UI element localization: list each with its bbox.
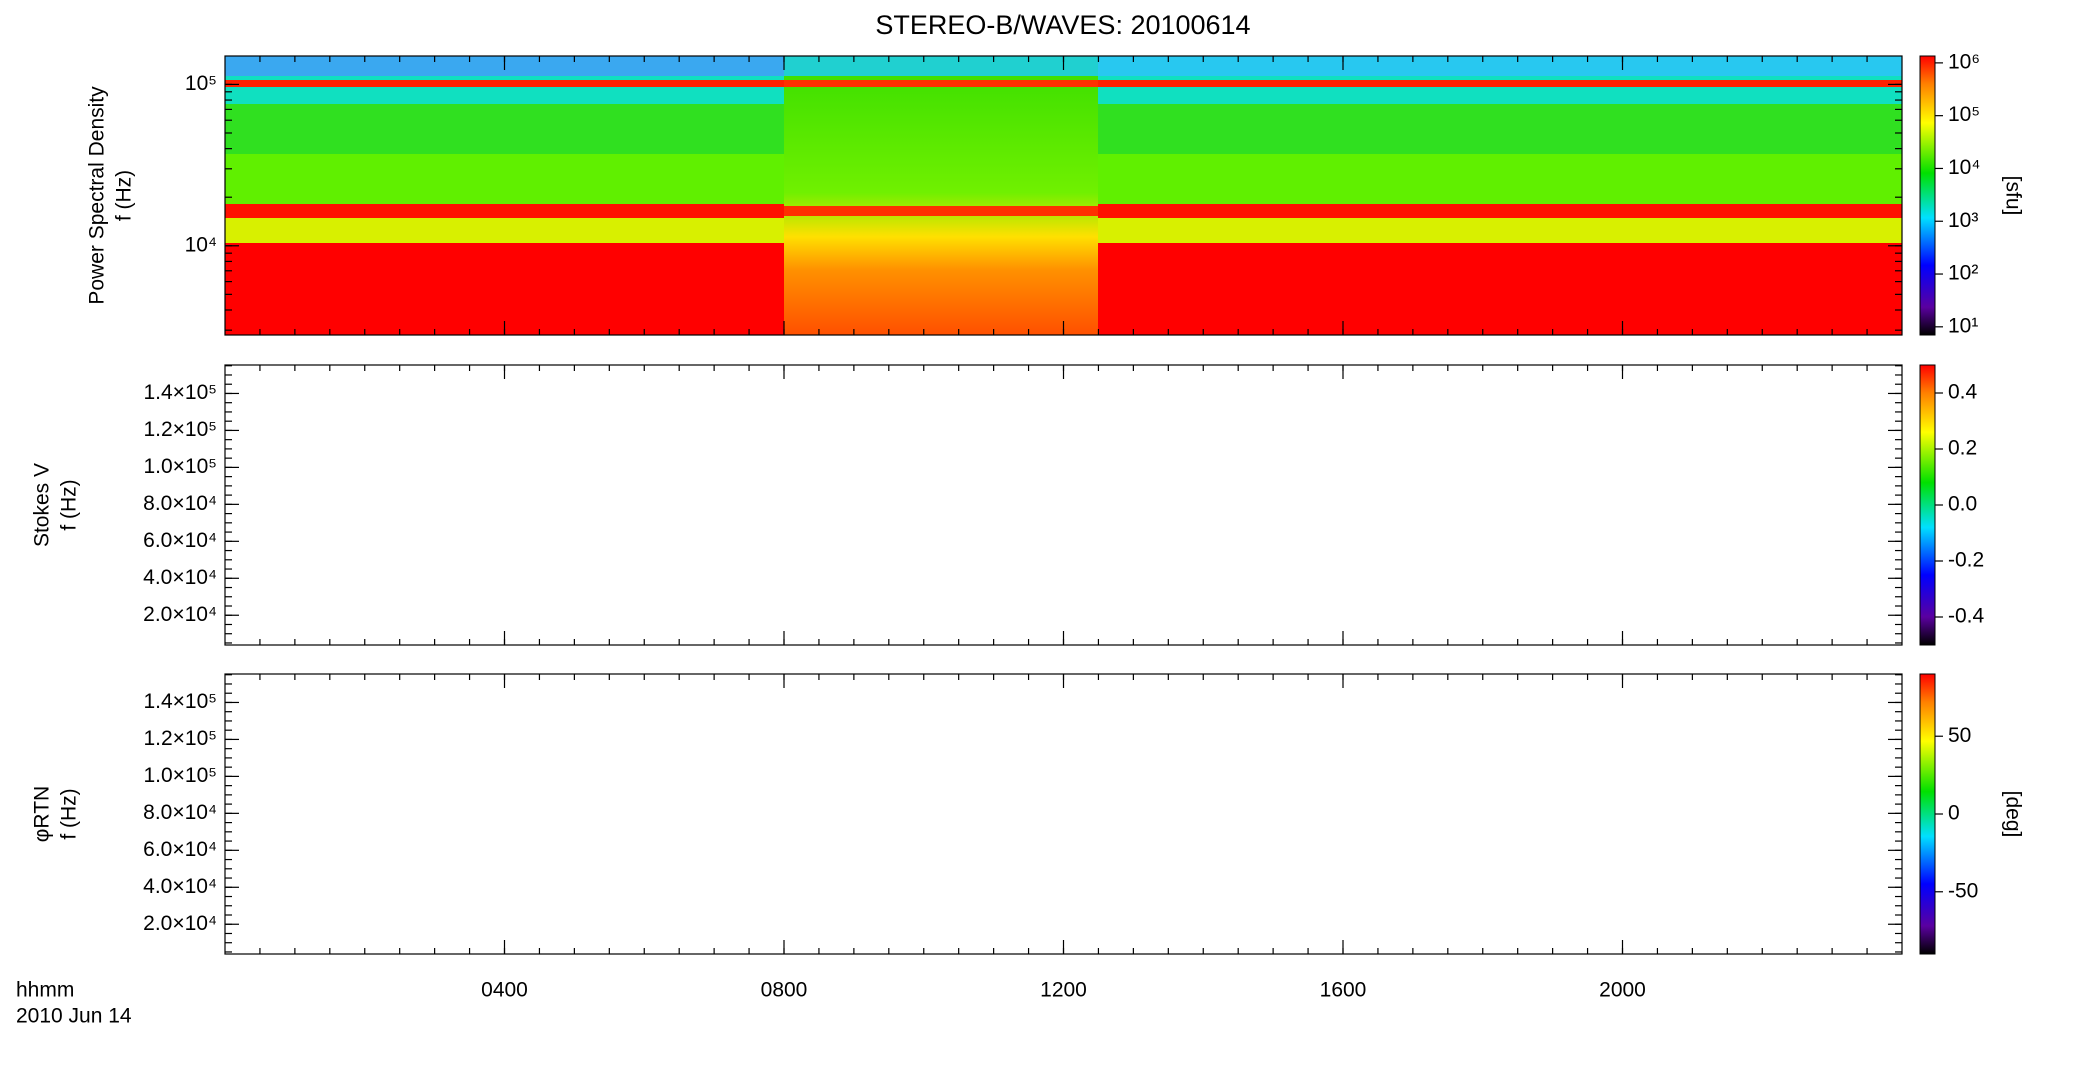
- y-axis-label: φRTN: [31, 786, 54, 842]
- y-tick-label: 8.0×10⁴: [143, 492, 217, 515]
- colorbar-tick-label: 10¹: [1948, 314, 1978, 337]
- y-tick-label: 2.0×10⁴: [143, 603, 217, 626]
- y-tick-label: 1.0×10⁵: [143, 455, 217, 478]
- x-tick-label: 1600: [1320, 979, 1367, 1002]
- colorbar-tick-label: 10⁶: [1948, 50, 1980, 73]
- plot-frame: [224, 364, 1903, 646]
- colorbar-tick-label: 0: [1948, 802, 1960, 825]
- y-axis-label: f (Hz): [113, 170, 136, 221]
- y-axis-label: Stokes V: [31, 463, 54, 547]
- colorbar-tick-label: 10⁵: [1948, 103, 1980, 126]
- plot-frame: [224, 673, 1903, 955]
- colorbar: [1919, 55, 1936, 336]
- colorbar-tick-label: 0.2: [1948, 437, 1977, 460]
- x-tick-label: 0800: [761, 979, 808, 1002]
- date-label: 2010 Jun 14: [16, 1005, 132, 1028]
- x-tick-label: 1200: [1040, 979, 1087, 1002]
- chart-title: STEREO-B/WAVES: 20100614: [875, 10, 1250, 40]
- y-tick-label: 10⁵: [185, 72, 217, 95]
- y-tick-label: 4.0×10⁴: [143, 566, 217, 589]
- y-tick-label: 1.4×10⁵: [143, 381, 217, 404]
- spectrogram-image: [225, 56, 1902, 335]
- y-tick-label: 1.2×10⁵: [143, 418, 217, 441]
- colorbar-tick-label: -0.2: [1948, 549, 1984, 572]
- y-tick-label: 6.0×10⁴: [143, 529, 217, 552]
- colorbar: [1919, 364, 1936, 646]
- y-tick-label: 4.0×10⁴: [143, 875, 217, 898]
- y-tick-label: 1.2×10⁵: [143, 727, 217, 750]
- y-tick-label: 10⁴: [185, 233, 217, 256]
- x-tick-label: 0400: [481, 979, 528, 1002]
- colorbar-label: [deg]: [2001, 791, 2024, 838]
- colorbar-tick-label: 10⁴: [1948, 156, 1980, 179]
- colorbar: [1919, 673, 1936, 955]
- y-tick-label: 1.4×10⁵: [143, 690, 217, 713]
- colorbar-tick-label: -50: [1948, 879, 1978, 902]
- y-axis-label: f (Hz): [58, 479, 81, 530]
- colorbar-tick-label: 10²: [1948, 262, 1978, 285]
- y-tick-label: 2.0×10⁴: [143, 912, 217, 935]
- x-tick-label: 2000: [1599, 979, 1646, 1002]
- y-tick-label: 8.0×10⁴: [143, 801, 217, 824]
- x-axis-label: hhmm: [16, 979, 74, 1002]
- y-tick-label: 1.0×10⁵: [143, 764, 217, 787]
- y-tick-label: 6.0×10⁴: [143, 838, 217, 861]
- colorbar-tick-label: 0.4: [1948, 381, 1978, 404]
- colorbar-tick-label: 50: [1948, 724, 1971, 747]
- colorbar-tick-label: 0.0: [1948, 493, 1977, 516]
- y-axis-label: Power Spectral Density: [86, 86, 109, 305]
- colorbar-tick-label: 10³: [1948, 209, 1978, 232]
- colorbar-label: [sfu]: [2001, 176, 2024, 216]
- colorbar-tick-label: -0.4: [1948, 605, 1985, 628]
- y-axis-label: f (Hz): [58, 788, 81, 839]
